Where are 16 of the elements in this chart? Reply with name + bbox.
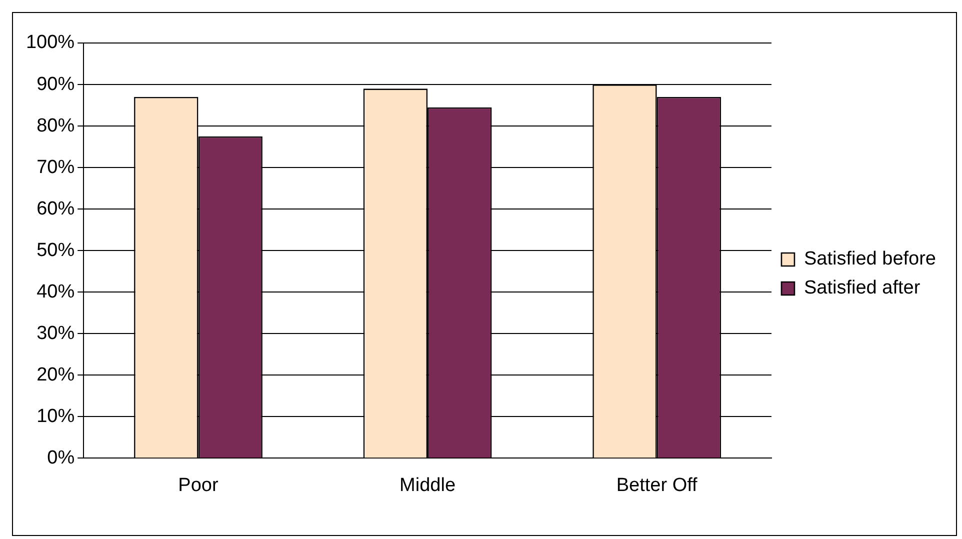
x-tick-label: Poor — [178, 474, 219, 496]
y-tick-label: 60% — [36, 198, 75, 220]
y-tick-label: 20% — [36, 364, 75, 386]
legend-label: Satisfied after — [804, 278, 921, 299]
x-tick-label: Better Off — [616, 474, 698, 496]
y-tick-label: 30% — [36, 322, 75, 344]
legend-label: Satisfied before — [804, 248, 936, 270]
y-tick-label: 50% — [36, 240, 75, 261]
y-tick-label: 90% — [36, 74, 75, 95]
y-tick-label: 0% — [47, 447, 75, 468]
y-tick-label: 40% — [36, 281, 75, 302]
y-tick-label: 10% — [36, 406, 75, 427]
y-tick-label: 70% — [36, 156, 75, 178]
y-tick-label: 100% — [26, 32, 75, 54]
y-tick-label: 80% — [36, 115, 75, 136]
x-tick-label: Middle — [400, 474, 456, 496]
